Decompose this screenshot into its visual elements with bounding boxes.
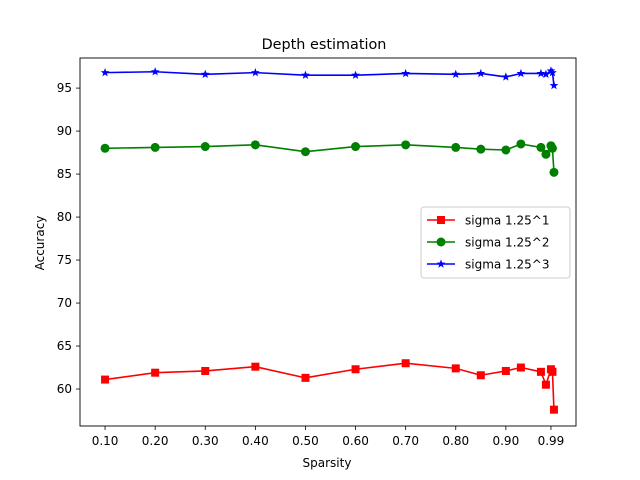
x-tick-label: 0.40	[242, 434, 269, 448]
data-point	[251, 362, 260, 371]
data-point	[301, 70, 310, 79]
data-point	[536, 68, 546, 78]
data-point	[201, 366, 210, 375]
data-point	[150, 142, 160, 152]
plot-area: 0.10 0.20 0.30 0.40 0.50 0.60 0.70 0.80 0.90 0.99…	[57, 57, 577, 448]
data-point	[549, 167, 559, 177]
data-point	[200, 142, 210, 152]
legend-box	[420, 206, 571, 279]
data-point	[476, 68, 486, 78]
data-point	[401, 140, 411, 150]
data-point	[516, 68, 526, 78]
data-point	[547, 143, 557, 153]
data-point	[151, 368, 160, 377]
series-1	[101, 359, 558, 414]
x-tick-label: 0.80	[442, 434, 469, 448]
chart-title: Depth estimation	[262, 37, 387, 53]
series-line	[104, 362, 555, 410]
data-point	[250, 140, 260, 150]
data-point	[541, 380, 550, 389]
series-2	[100, 139, 559, 177]
data-point	[100, 143, 110, 153]
x-tick-label: 0.60	[342, 434, 369, 448]
data-point	[351, 142, 361, 152]
legend-item: sigma 1.25^2	[427, 236, 549, 250]
x-tick-label: 0.99	[538, 434, 565, 448]
series-line	[105, 70, 555, 86]
data-point	[100, 68, 110, 77]
data-point	[549, 405, 558, 414]
data-point	[516, 139, 526, 149]
legend-label: sigma 1.25^2	[465, 236, 549, 250]
x-tick-label: 0.20	[142, 434, 169, 448]
data-point	[200, 69, 210, 79]
data-point	[451, 364, 460, 373]
y-axis-label: Accuracy	[33, 216, 47, 271]
data-point	[546, 66, 556, 75]
legend-marker	[436, 259, 446, 268]
legend-marker	[437, 216, 445, 224]
data-point	[536, 367, 545, 376]
data-point	[451, 69, 461, 79]
data-point	[541, 149, 551, 159]
legend: sigma 1.25^1 sigma 1.25^2 sigma 1.25^3	[420, 206, 571, 279]
y-tick-label: 70	[57, 296, 72, 310]
data-point	[476, 144, 486, 154]
x-tick-label: 0.30	[192, 434, 219, 448]
y-tick-label: 75	[57, 253, 72, 267]
y-tick-label: 85	[57, 167, 72, 181]
data-point	[548, 367, 557, 376]
data-point	[549, 80, 559, 90]
data-point	[548, 68, 557, 77]
data-point	[536, 142, 546, 152]
y-tick-label: 95	[57, 81, 72, 95]
legend-marker	[436, 237, 446, 247]
data-point	[401, 68, 411, 78]
data-point	[476, 371, 485, 380]
data-point	[501, 72, 511, 81]
series-3	[100, 66, 559, 90]
data-point	[501, 145, 511, 155]
x-tick-label: 0.90	[492, 434, 519, 448]
data-point	[541, 69, 551, 79]
y-tick-label: 60	[57, 382, 72, 396]
y-tick-label: 80	[57, 210, 72, 224]
data-point	[516, 363, 525, 372]
data-point	[101, 375, 110, 384]
data-point	[351, 70, 360, 79]
legend-label: sigma 1.25^1	[465, 214, 549, 228]
data-point	[300, 147, 310, 157]
y-tick-label: 90	[57, 124, 72, 138]
data-point	[351, 365, 360, 374]
x-tick-label: 0.50	[292, 434, 319, 448]
legend-item: sigma 1.25^1	[427, 214, 549, 228]
data-point	[401, 359, 410, 368]
x-tick-label: 0.70	[392, 434, 419, 448]
data-point	[501, 366, 510, 375]
x-tick-label: 0.10	[92, 434, 119, 448]
data-point	[301, 373, 310, 382]
x-axis-label: Sparsity	[303, 456, 352, 470]
data-point	[250, 68, 260, 77]
y-tick-label: 65	[57, 339, 72, 353]
legend-item: sigma 1.25^3	[427, 258, 549, 272]
data-point	[451, 142, 461, 152]
data-point	[150, 67, 160, 76]
legend-label: sigma 1.25^3	[465, 258, 549, 272]
axes-frame	[79, 57, 577, 427]
